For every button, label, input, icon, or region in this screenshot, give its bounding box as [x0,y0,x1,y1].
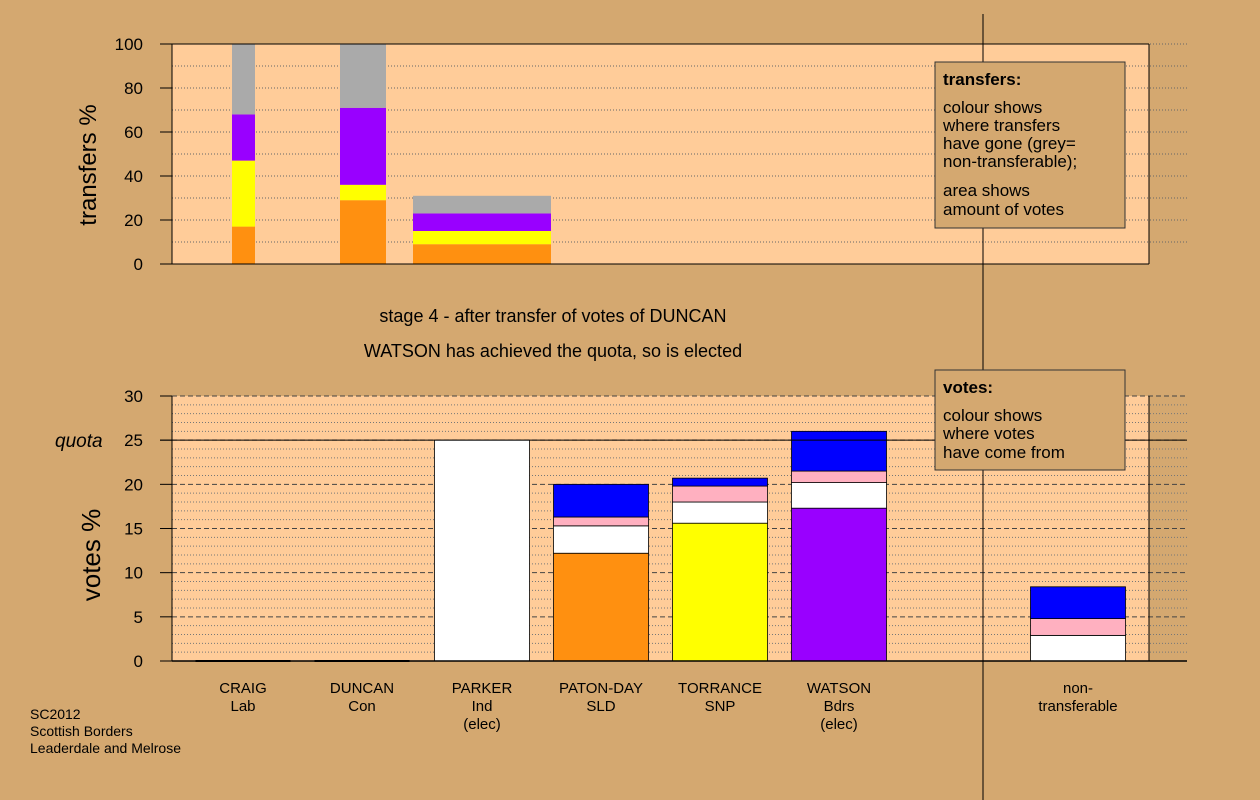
top-ytick-label: 20 [124,211,143,230]
category-label: Lab [230,698,255,715]
transfers-legend-line: have gone (grey= [943,134,1076,153]
category-label: (elec) [463,716,501,733]
votes-legend-line: have come from [943,443,1065,462]
transfer-segment [413,231,551,245]
category-labels: CRAIGLabDUNCANConPARKERInd(elec)PATON-DA… [219,680,1117,733]
bar-segment [672,522,768,662]
transfers-legend-line: amount of votes [943,200,1064,219]
bar-segment [434,439,530,662]
bar-segment [791,507,887,662]
bar-segment [1030,586,1126,619]
top-bars [232,44,551,264]
bottom-ytick-label: 10 [124,564,143,583]
top-ytick-label: 0 [134,255,143,274]
category-label: CRAIG [219,680,267,697]
category-label: SLD [586,698,615,715]
top-ytick-label: 80 [124,79,143,98]
bar-segment [553,525,649,554]
transfers-legend-line: non-transferable); [943,152,1077,171]
category-label: WATSON [807,680,871,697]
transfer-segment [232,44,255,115]
transfer-segment [340,44,386,108]
bottom-ytick-label: 20 [124,475,143,494]
transfer-segment [413,213,551,231]
bottom-ytick-label: 5 [134,608,143,627]
transfer-segment [413,195,551,214]
footer-line: SC2012 [30,706,81,722]
bar-segment [672,477,768,487]
transfer-segment [340,200,386,264]
category-label: TORRANCE [678,680,762,697]
result-caption: WATSON has achieved the quota, so is ele… [364,341,742,361]
transfers-legend-line: colour shows [943,98,1042,117]
bottom-bars [195,430,1126,662]
top-ytick-label: 100 [115,35,143,54]
footer-line: Leaderdale and Melrose [30,740,181,756]
transfer-segment [413,244,551,264]
bottom-ytick-label: 0 [134,652,143,671]
bar-segment [672,501,768,524]
footer-line: Scottish Borders [30,723,133,739]
top-ylabel: transfers % [75,104,102,225]
top-ytick-label: 40 [124,167,143,186]
bar-segment [791,470,887,483]
bar-segment [791,482,887,509]
transfer-segment [232,114,255,161]
transfers-legend-line: where transfers [942,116,1060,135]
category-label: Con [348,698,376,715]
quota-label: quota [55,431,103,452]
transfers-legend-title: transfers: [943,70,1021,89]
bar-segment [553,552,649,662]
transfers-legend: transfers: colour shows where transfers … [934,61,1126,229]
bottom-ytick-label: 15 [124,520,143,539]
category-label: PATON-DAY [559,680,643,697]
bar-segment [791,430,887,472]
category-label: PARKER [452,680,513,697]
bar-segment [553,516,649,527]
category-label: (elec) [820,716,858,733]
transfer-segment [340,107,386,185]
transfer-segment [232,160,255,227]
votes-legend-line: colour shows [943,406,1042,425]
bottom-ytick-label: 30 [124,387,143,406]
bottom-ytick-label: 25 [124,431,143,450]
category-label: transferable [1038,698,1117,715]
category-label: Bdrs [824,698,855,715]
votes-legend-line: where votes [942,424,1035,443]
bar-segment [1030,618,1126,636]
category-label: DUNCAN [330,680,394,697]
category-label: Ind [472,698,493,715]
bar-segment [672,485,768,503]
bar-segment [553,483,649,518]
transfers-legend-line: area shows [943,181,1030,200]
top-ytick-label: 60 [124,123,143,142]
stage-caption: stage 4 - after transfer of votes of DUN… [379,306,726,326]
category-label: SNP [705,698,736,715]
bar-segment [1030,634,1126,662]
transfer-segment [340,184,386,201]
bottom-ylabel: votes % [76,509,106,602]
transfer-segment [232,226,255,264]
votes-legend: votes: colour shows where votes have com… [934,369,1126,471]
votes-legend-title: votes: [943,378,993,397]
category-label: non- [1063,680,1093,697]
